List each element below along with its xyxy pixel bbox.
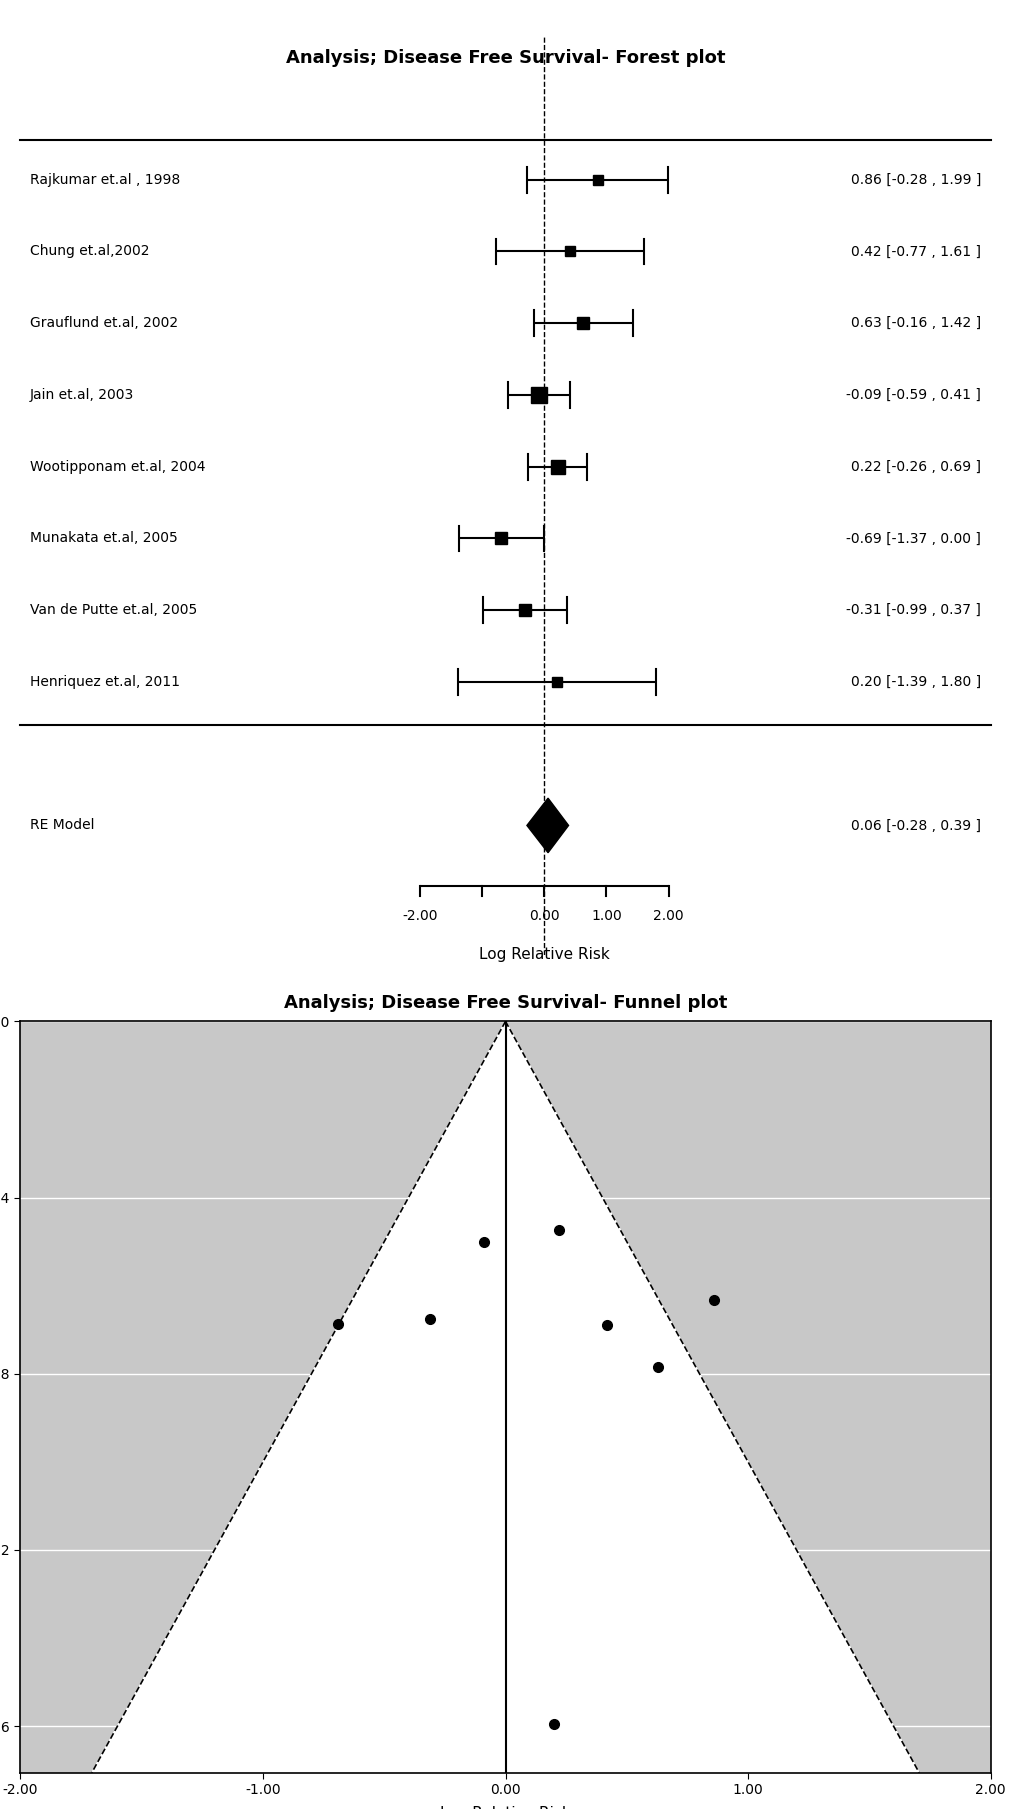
Text: -0.09 [-0.59 , 0.41 ]: -0.09 [-0.59 , 0.41 ] (846, 387, 981, 402)
Title: Analysis; Disease Free Survival- Funnel plot: Analysis; Disease Free Survival- Funnel … (284, 993, 727, 1011)
Text: Munakata et.al, 2005: Munakata et.al, 2005 (30, 532, 178, 546)
Text: 0.63 [-0.16 , 1.42 ]: 0.63 [-0.16 , 1.42 ] (851, 317, 981, 331)
Text: 0.86 [-0.28 , 1.99 ]: 0.86 [-0.28 , 1.99 ] (850, 172, 981, 186)
Text: Wootipponam et.al, 2004: Wootipponam et.al, 2004 (30, 459, 205, 474)
Text: 2.00: 2.00 (653, 910, 683, 923)
Text: Log Relative Risk: Log Relative Risk (479, 948, 610, 962)
Text: Henriquez et.al, 2011: Henriquez et.al, 2011 (30, 675, 180, 689)
Text: Jain et.al, 2003: Jain et.al, 2003 (30, 387, 134, 402)
Text: Rajkumar et.al , 1998: Rajkumar et.al , 1998 (30, 172, 180, 186)
Polygon shape (527, 798, 568, 852)
Text: Grauflund et.al, 2002: Grauflund et.al, 2002 (30, 317, 178, 331)
Text: -0.69 [-1.37 , 0.00 ]: -0.69 [-1.37 , 0.00 ] (846, 532, 981, 546)
Text: 1.00: 1.00 (591, 910, 622, 923)
Text: RE Model: RE Model (30, 818, 94, 832)
Text: Chung et.al,2002: Chung et.al,2002 (30, 244, 150, 259)
Text: Van de Putte et.al, 2005: Van de Putte et.al, 2005 (30, 602, 197, 617)
Text: Analysis; Disease Free Survival- Forest plot: Analysis; Disease Free Survival- Forest … (286, 49, 725, 67)
Text: 0.42 [-0.77 , 1.61 ]: 0.42 [-0.77 , 1.61 ] (851, 244, 981, 259)
Text: 0.22 [-0.26 , 0.69 ]: 0.22 [-0.26 , 0.69 ] (851, 459, 981, 474)
Text: 0.20 [-1.39 , 1.80 ]: 0.20 [-1.39 , 1.80 ] (851, 675, 981, 689)
X-axis label: Log Relative Risk: Log Relative Risk (440, 1805, 571, 1809)
Text: -2.00: -2.00 (402, 910, 438, 923)
Polygon shape (92, 1022, 919, 1773)
Text: 0.00: 0.00 (529, 910, 560, 923)
Text: 0.06 [-0.28 , 0.39 ]: 0.06 [-0.28 , 0.39 ] (851, 818, 981, 832)
Text: -0.31 [-0.99 , 0.37 ]: -0.31 [-0.99 , 0.37 ] (846, 602, 981, 617)
